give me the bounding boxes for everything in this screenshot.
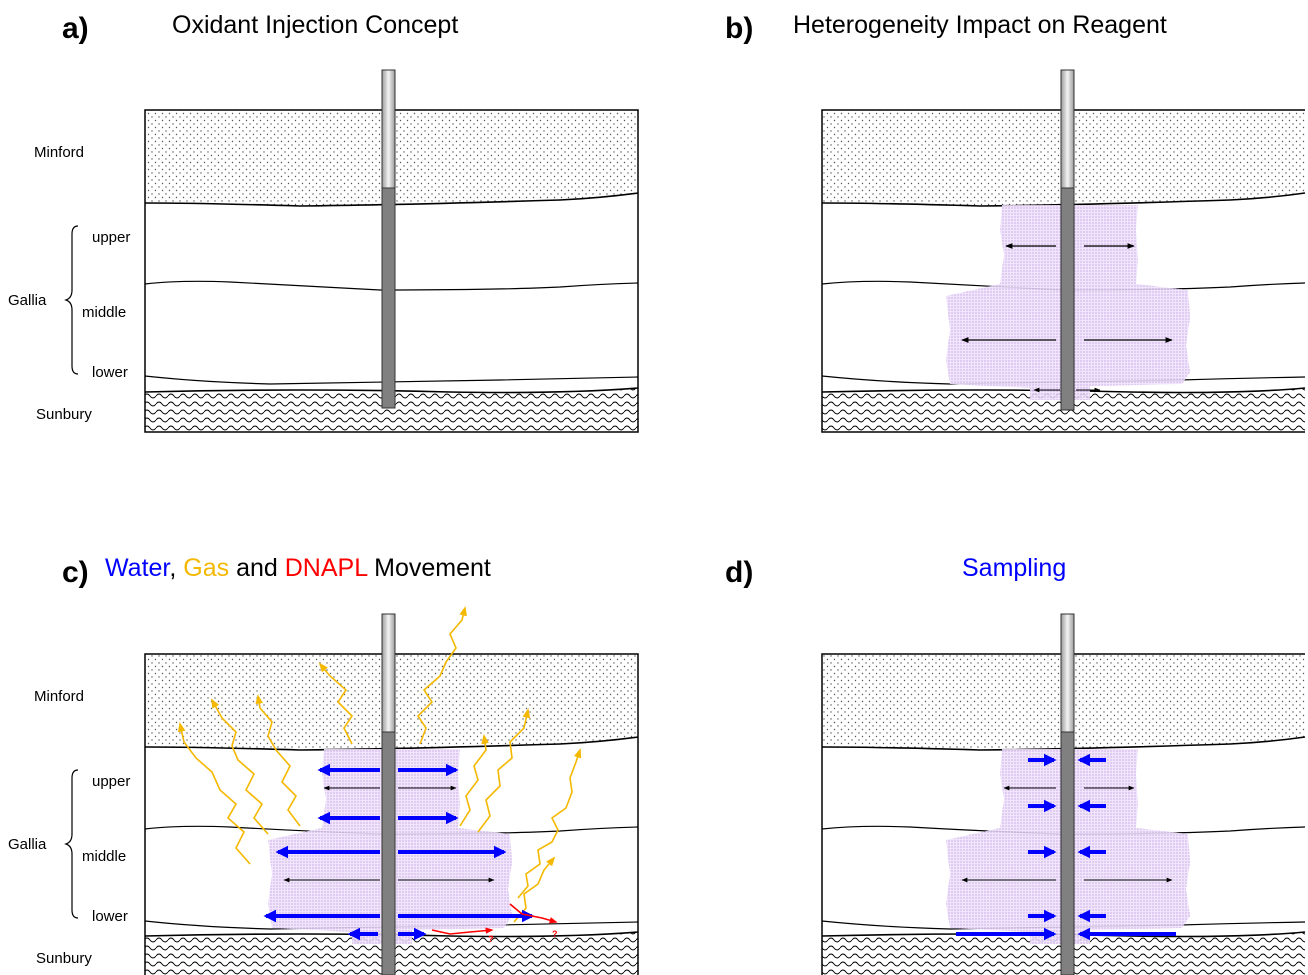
label-gallia-a: Gallia xyxy=(8,292,47,309)
panel-d-label: d) xyxy=(725,556,753,589)
label-sunbury-a: Sunbury xyxy=(36,406,92,423)
label-lower-a: lower xyxy=(92,364,128,381)
injection-well-b xyxy=(1060,69,1075,411)
panel-c-label: c) xyxy=(62,556,89,589)
reagent-arrows-b xyxy=(961,243,1173,393)
gallia-brace-c xyxy=(64,769,79,919)
sampling-arrows-d xyxy=(956,753,1176,941)
gas-arrow-4 xyxy=(211,698,269,835)
gas-arrow-6 xyxy=(459,734,489,827)
panel-a: a) Oxidant Injection Concept Minford upp… xyxy=(8,11,639,433)
dnapl-unknown-2: ? xyxy=(552,929,558,939)
label-gallia-c: Gallia xyxy=(8,836,47,853)
black-arrows-c xyxy=(283,785,495,883)
label-upper-c: upper xyxy=(92,773,130,790)
label-upper-a: upper xyxy=(92,229,130,246)
gallia-brace-a xyxy=(64,225,79,375)
injection-well-a xyxy=(381,69,396,409)
label-middle-c: middle xyxy=(82,848,126,865)
dnapl-unknown-1: ? xyxy=(488,934,494,944)
panel-d-title: Sampling xyxy=(962,554,1066,582)
dnapl-arrow-2 xyxy=(431,927,494,935)
gas-arrow-3 xyxy=(255,694,301,827)
label-sunbury-c: Sunbury xyxy=(36,950,92,967)
sampling-well-d xyxy=(1060,613,1075,975)
label-lower-c: lower xyxy=(92,908,128,925)
panel-c: c) Water, Gas and DNAPL Movement xyxy=(8,554,639,975)
gas-arrow-7 xyxy=(477,708,531,833)
label-minford-c: Minford xyxy=(34,688,84,705)
gas-arrow-1 xyxy=(318,662,354,745)
gas-arrow-8 xyxy=(517,748,582,899)
panel-c-title: Water, Gas and DNAPL Movement xyxy=(105,554,491,582)
panel-b-title: Heterogeneity Impact on Reagent xyxy=(793,11,1167,39)
dnapl-arrows-c xyxy=(431,903,558,935)
panel-b-label: b) xyxy=(725,12,753,45)
gas-arrow-5 xyxy=(177,722,251,865)
injection-well-c xyxy=(381,613,396,975)
water-arrows-c xyxy=(263,763,535,941)
label-middle-a: middle xyxy=(82,304,126,321)
gas-arrows-c xyxy=(177,606,582,923)
panel-b: b) Heterogeneity Impact on Reagent xyxy=(725,11,1306,433)
panel-a-title: Oxidant Injection Concept xyxy=(172,11,458,39)
panel-d: d) Sampling xyxy=(725,554,1306,975)
black-arrows-d xyxy=(961,785,1173,883)
gas-arrow-2 xyxy=(416,606,467,745)
label-minford-a: Minford xyxy=(34,144,84,161)
dnapl-arrow-1 xyxy=(509,903,558,924)
panel-a-label: a) xyxy=(62,12,89,45)
